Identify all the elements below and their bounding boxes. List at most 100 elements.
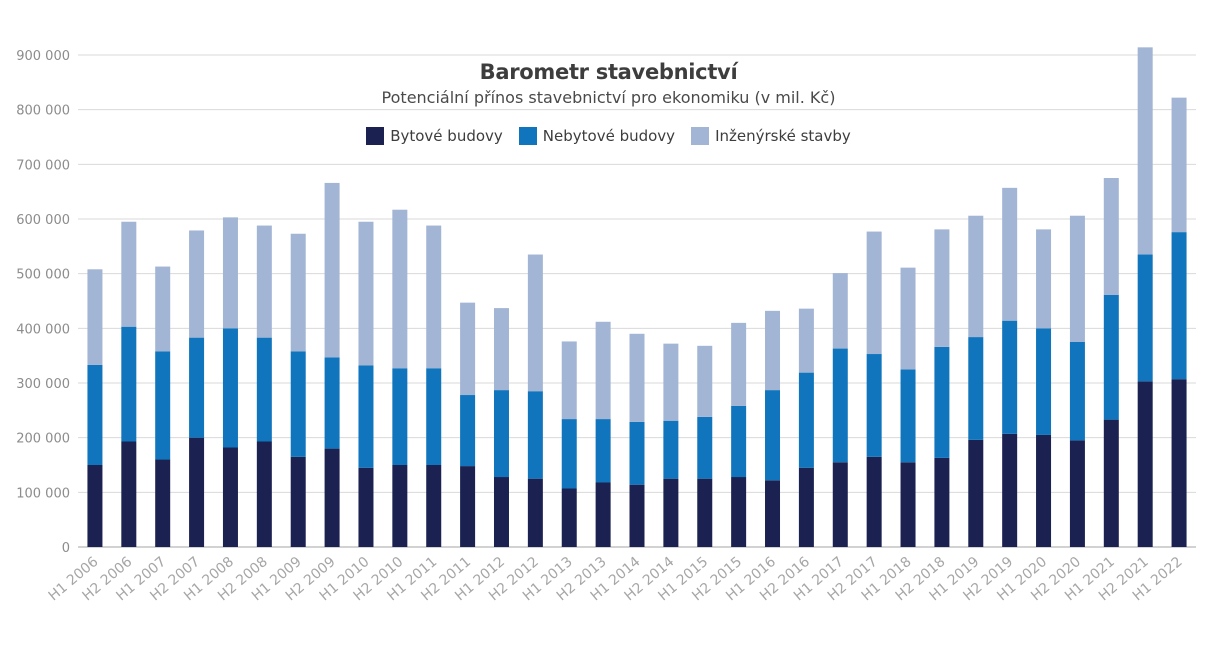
- bar-segment-bytove: [1069, 440, 1085, 547]
- bar-segment-inzenyrske: [900, 267, 916, 370]
- bar-segment-inzenyrske: [324, 182, 340, 358]
- bar-segment-nebytove: [595, 419, 611, 483]
- bar-segment-inzenyrske: [934, 229, 950, 347]
- bar-segment-nebytove: [426, 368, 442, 465]
- bar-segment-nebytove: [697, 416, 713, 479]
- bar-segment-bytove: [832, 462, 848, 547]
- bar-segment-nebytove: [290, 351, 306, 457]
- bar-segment-bytove: [324, 448, 340, 547]
- bar-segment-bytove: [900, 462, 916, 547]
- bar-segment-nebytove: [1069, 342, 1085, 441]
- legend-label-inzenyrske: Inženýrské stavby: [715, 127, 851, 145]
- bar-segment-nebytove: [798, 372, 814, 468]
- bar-segment-nebytove: [189, 337, 205, 438]
- bar-segment-nebytove: [663, 420, 679, 479]
- y-tick-label: 0: [62, 541, 70, 556]
- bar-segment-nebytove: [256, 337, 272, 442]
- bar-segment-bytove: [798, 467, 814, 547]
- bar-segment-inzenyrske: [392, 209, 408, 369]
- bar-segment-nebytove: [493, 390, 509, 478]
- bar-segment-nebytove: [900, 369, 916, 463]
- legend-swatch-inzenyrske: [691, 127, 710, 145]
- bar-segment-nebytove: [731, 405, 747, 478]
- bar-segment-inzenyrske: [1171, 97, 1187, 233]
- bar-segment-inzenyrske: [87, 269, 103, 365]
- bar-segment-bytove: [595, 482, 611, 547]
- bar-segment-bytove: [290, 456, 306, 547]
- bar-segment-bytove: [222, 447, 238, 547]
- legend-swatch-bytove: [366, 127, 385, 145]
- bar-segment-nebytove: [460, 395, 476, 467]
- bar-segment-inzenyrske: [189, 230, 205, 338]
- bar-segment-nebytove: [121, 326, 137, 442]
- bar-segment-inzenyrske: [561, 341, 577, 420]
- bar-segment-inzenyrske: [866, 231, 882, 355]
- y-tick-label: 300 000: [16, 377, 70, 392]
- bar-segment-nebytove: [968, 337, 984, 440]
- bar-segment-nebytove: [1171, 232, 1187, 380]
- bar-segment-nebytove: [629, 421, 645, 485]
- bar-segment-inzenyrske: [1002, 187, 1018, 321]
- bar-segment-inzenyrske: [426, 225, 442, 369]
- bar-segment-inzenyrske: [527, 254, 543, 392]
- bar-segment-inzenyrske: [629, 333, 645, 422]
- legend-label-bytove: Bytové budovy: [390, 127, 503, 145]
- bar-segment-bytove: [934, 457, 950, 547]
- bar-segment-inzenyrske: [493, 308, 509, 391]
- bar-segment-inzenyrske: [290, 233, 306, 352]
- bar-segment-nebytove: [392, 368, 408, 465]
- bar-segment-bytove: [866, 456, 882, 547]
- bar-segment-bytove: [426, 465, 442, 547]
- legend-item-bytove: Bytové budovy: [366, 127, 503, 145]
- bar-segment-bytove: [87, 465, 103, 547]
- bar-segment-bytove: [697, 478, 713, 547]
- y-tick-label: 600 000: [16, 213, 70, 228]
- bar-segment-inzenyrske: [256, 225, 272, 338]
- bar-segment-nebytove: [358, 365, 374, 468]
- legend-label-nebytove: Nebytové budovy: [542, 127, 676, 145]
- bar-segment-inzenyrske: [460, 302, 476, 396]
- chart-legend: Bytové budovy Nebytové budovy Inženýrské…: [0, 127, 1220, 145]
- y-tick-label: 200 000: [16, 432, 70, 447]
- bar-segment-bytove: [527, 478, 543, 547]
- bar-segment-nebytove: [866, 354, 882, 457]
- bar-segment-inzenyrske: [663, 343, 679, 421]
- bar-segment-nebytove: [832, 348, 848, 463]
- bar-segment-nebytove: [1036, 328, 1052, 435]
- bar-segment-inzenyrske: [697, 345, 713, 417]
- bar-segment-nebytove: [1002, 320, 1018, 434]
- y-tick-label: 800 000: [16, 104, 70, 119]
- bar-segment-bytove: [189, 437, 205, 547]
- bar-segment-nebytove: [934, 346, 950, 458]
- bar-segment-bytove: [392, 465, 408, 547]
- chart-subtitle: Potenciální přínos stavebnictví pro ekon…: [381, 88, 836, 107]
- bar-segment-bytove: [561, 488, 577, 547]
- bar-segment-inzenyrske: [358, 221, 374, 366]
- legend-item-inzenyrske: Inženýrské stavby: [691, 127, 851, 145]
- bar-segment-bytove: [765, 480, 781, 547]
- bar-segment-bytove: [968, 439, 984, 547]
- bar-segment-bytove: [256, 441, 272, 547]
- bar-segment-inzenyrske: [765, 310, 781, 391]
- bar-segment-inzenyrske: [1137, 47, 1153, 255]
- bar-segment-bytove: [629, 484, 645, 547]
- bar-segment-inzenyrske: [968, 215, 984, 338]
- bar-segment-nebytove: [155, 351, 171, 460]
- bar-segment-inzenyrske: [222, 217, 238, 329]
- bar-segment-nebytove: [1103, 294, 1119, 420]
- y-tick-label: 100 000: [16, 486, 70, 501]
- bar-segment-bytove: [663, 478, 679, 547]
- bar-segment-bytove: [1137, 381, 1153, 547]
- y-tick-label: 900 000: [16, 49, 70, 64]
- y-tick-label: 700 000: [16, 158, 70, 173]
- bar-segment-inzenyrske: [832, 273, 848, 349]
- bar-segment-inzenyrske: [798, 308, 814, 373]
- bar-segment-bytove: [1036, 434, 1052, 547]
- bar-segment-inzenyrske: [1036, 229, 1052, 329]
- bar-segment-bytove: [1002, 433, 1018, 547]
- legend-swatch-nebytove: [518, 127, 537, 145]
- bar-segment-nebytove: [87, 364, 103, 465]
- y-tick-label: 400 000: [16, 322, 70, 337]
- bar-segment-inzenyrske: [155, 266, 171, 352]
